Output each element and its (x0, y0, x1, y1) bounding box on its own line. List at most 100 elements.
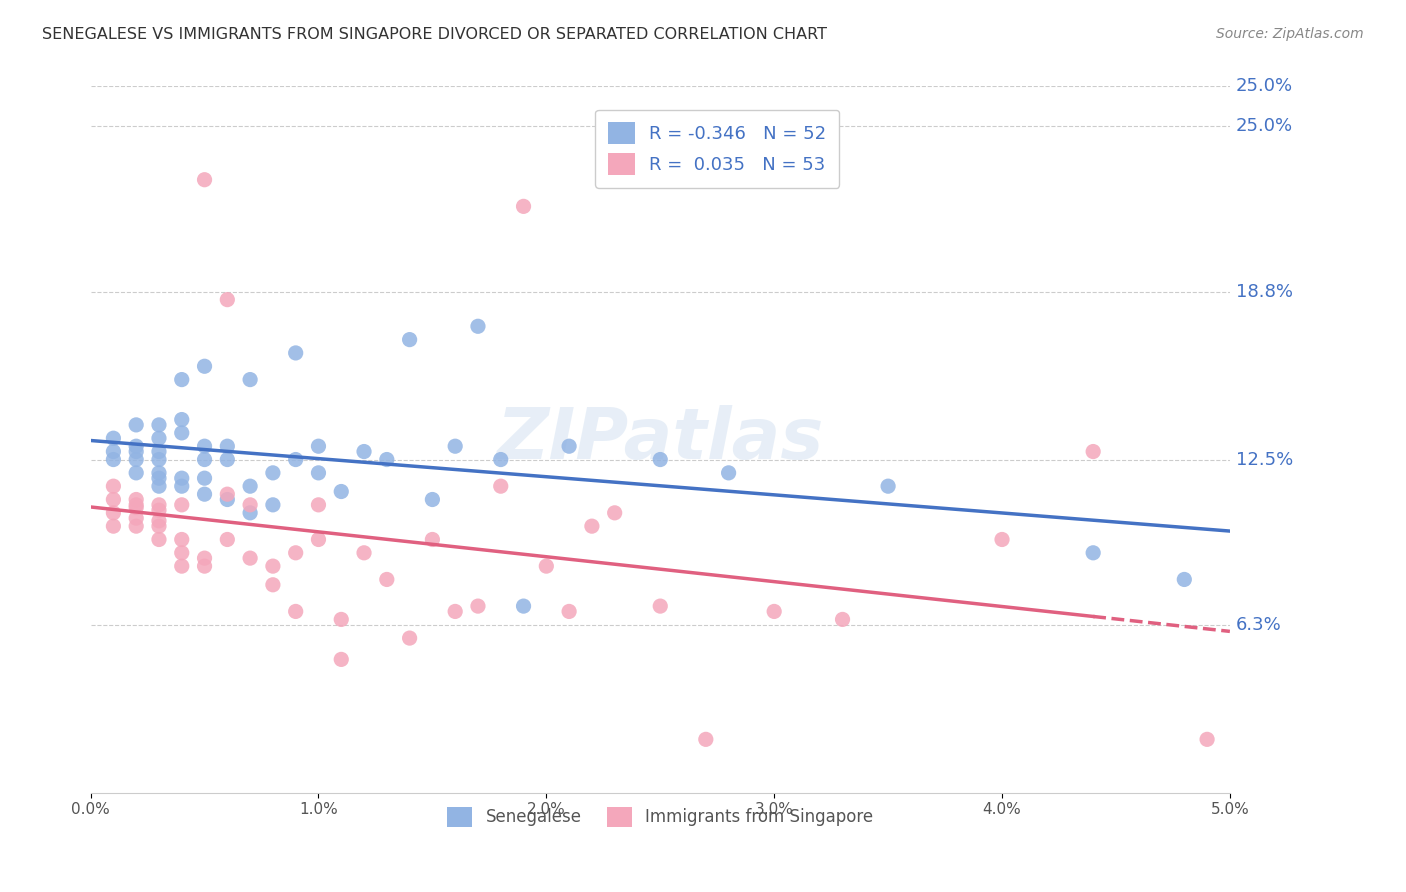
Point (284, 546, 307, 560)
Point (284, 346, 307, 360)
Point (170, 559, 193, 574)
Point (398, 631, 420, 645)
Point (991, 533, 1014, 547)
Point (217, 293, 239, 307)
Point (170, 533, 193, 547)
Point (717, 466, 740, 480)
Point (489, 479, 512, 493)
Point (262, 466, 284, 480)
Point (467, 319, 489, 334)
Point (763, 604, 786, 618)
Point (170, 373, 193, 387)
Point (650, 599, 672, 613)
Point (398, 333, 420, 347)
Point (239, 506, 262, 520)
Point (650, 452, 672, 467)
Point (284, 604, 307, 618)
Point (284, 452, 307, 467)
Point (877, 479, 900, 493)
Point (103, 492, 125, 507)
Point (831, 612, 853, 626)
Text: 25.0%: 25.0% (1236, 118, 1292, 136)
Point (103, 431, 125, 445)
Point (103, 479, 125, 493)
Point (422, 533, 444, 547)
Point (148, 514, 170, 528)
Point (239, 551, 262, 566)
Point (262, 498, 284, 512)
Point (603, 506, 626, 520)
Point (125, 498, 148, 512)
Point (103, 444, 125, 458)
Legend: Senegalese, Immigrants from Singapore: Senegalese, Immigrants from Singapore (440, 800, 880, 834)
Point (308, 439, 330, 453)
Point (308, 466, 330, 480)
Point (170, 479, 193, 493)
Point (193, 172, 215, 186)
Point (193, 359, 215, 374)
Point (103, 519, 125, 533)
Point (148, 498, 170, 512)
Point (444, 604, 467, 618)
Point (193, 439, 215, 453)
Point (170, 546, 193, 560)
Point (148, 431, 170, 445)
Point (148, 452, 170, 467)
Point (125, 439, 148, 453)
Point (1197, 732, 1219, 747)
Point (193, 471, 215, 485)
Text: SENEGALESE VS IMMIGRANTS FROM SINGAPORE DIVORCED OR SEPARATED CORRELATION CHART: SENEGALESE VS IMMIGRANTS FROM SINGAPORE … (42, 27, 827, 42)
Point (193, 487, 215, 501)
Point (444, 439, 467, 453)
Point (262, 559, 284, 574)
Point (581, 519, 603, 533)
Point (125, 444, 148, 458)
Text: 18.8%: 18.8% (1236, 283, 1292, 301)
Point (170, 425, 193, 440)
Point (330, 652, 353, 666)
Point (422, 492, 444, 507)
Point (217, 533, 239, 547)
Point (512, 599, 534, 613)
Point (193, 551, 215, 566)
Point (148, 479, 170, 493)
Text: ZIPatlas: ZIPatlas (496, 405, 824, 474)
Text: 12.5%: 12.5% (1236, 450, 1294, 468)
Point (375, 452, 398, 467)
Point (1173, 573, 1195, 587)
Point (1083, 546, 1105, 560)
Point (125, 519, 148, 533)
Point (239, 498, 262, 512)
Point (125, 500, 148, 515)
Point (125, 492, 148, 507)
Point (170, 498, 193, 512)
Point (489, 452, 512, 467)
Point (148, 471, 170, 485)
Point (558, 604, 581, 618)
Point (467, 599, 489, 613)
Point (103, 506, 125, 520)
Point (148, 466, 170, 480)
Point (558, 439, 581, 453)
Text: 6.3%: 6.3% (1236, 615, 1281, 633)
Point (148, 417, 170, 432)
Point (217, 439, 239, 453)
Point (1083, 444, 1105, 458)
Point (512, 199, 534, 213)
Point (353, 444, 375, 458)
Point (125, 466, 148, 480)
Point (170, 412, 193, 426)
Point (170, 471, 193, 485)
Point (308, 498, 330, 512)
Point (239, 479, 262, 493)
Point (353, 546, 375, 560)
Point (375, 573, 398, 587)
Point (217, 492, 239, 507)
Point (193, 559, 215, 574)
Point (239, 373, 262, 387)
Point (695, 732, 717, 747)
Point (536, 559, 558, 574)
Point (148, 503, 170, 517)
Point (125, 511, 148, 525)
Point (217, 487, 239, 501)
